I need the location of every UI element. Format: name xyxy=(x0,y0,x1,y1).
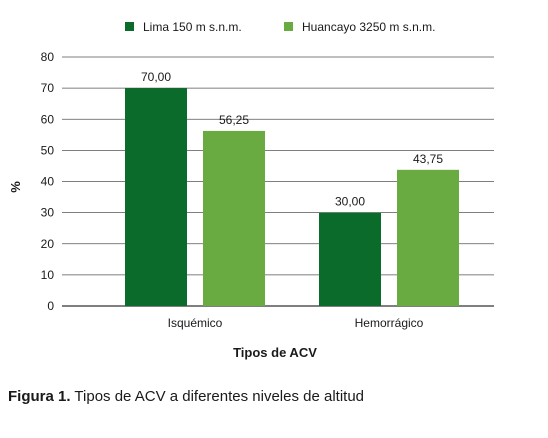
x-axis-label: Tipos de ACV xyxy=(233,345,317,360)
bar-value-labels: 70,00 56,25 30,00 43,75 xyxy=(141,70,443,209)
caption-text: Tipos de ACV a diferentes niveles de alt… xyxy=(70,388,365,405)
bar-value-label: 43,75 xyxy=(413,152,443,166)
legend-label: Lima 150 m s.n.m. xyxy=(143,20,242,34)
bar-value-label: 70,00 xyxy=(141,70,171,84)
y-axis-label: % xyxy=(8,181,23,193)
x-tick-label: Isquémico xyxy=(168,316,223,330)
bar xyxy=(125,88,187,306)
legend-label: Huancayo 3250 m s.n.m. xyxy=(302,20,435,34)
y-tick-label: 40 xyxy=(41,175,55,189)
y-tick-label: 20 xyxy=(41,237,55,251)
legend-swatch xyxy=(284,22,293,31)
bar-value-label: 30,00 xyxy=(335,195,365,209)
y-tick-label: 50 xyxy=(41,143,55,157)
y-axis-ticks: 0 10 20 30 40 50 60 70 80 xyxy=(41,50,55,313)
legend: Lima 150 m s.n.m. Huancayo 3250 m s.n.m. xyxy=(125,20,435,34)
bar-value-label: 56,25 xyxy=(219,113,249,127)
bar xyxy=(397,169,459,306)
y-tick-label: 10 xyxy=(41,268,55,282)
y-tick-label: 0 xyxy=(47,299,54,313)
y-tick-label: 30 xyxy=(41,206,55,220)
x-axis-ticks: Isquémico Hemorrágico xyxy=(168,316,424,330)
y-tick-label: 60 xyxy=(41,112,55,126)
y-tick-label: 70 xyxy=(41,81,55,95)
bar-chart: 0 10 20 30 40 50 60 70 80 70,00 56,25 30,00 43,75 I… xyxy=(8,20,494,360)
legend-swatch xyxy=(125,22,134,31)
caption-label: Figura 1. xyxy=(8,388,71,405)
x-tick-label: Hemorrágico xyxy=(355,316,424,330)
y-tick-label: 80 xyxy=(41,50,55,64)
bars xyxy=(125,88,459,306)
bar xyxy=(319,212,381,306)
bar xyxy=(203,130,265,306)
figure-caption: Figura 1. Tipos de ACV a diferentes nive… xyxy=(8,388,364,405)
